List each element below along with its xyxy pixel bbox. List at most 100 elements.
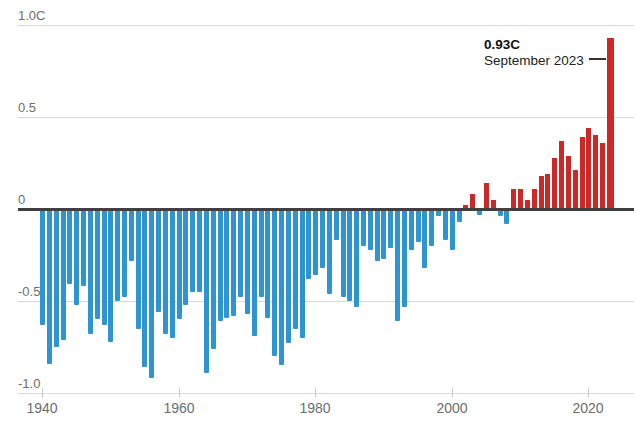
bar-1999[interactable]	[443, 209, 448, 240]
bar-1972[interactable]	[259, 209, 264, 297]
bar-1940[interactable]	[40, 209, 45, 325]
gridline-0.5	[18, 117, 634, 118]
bar-1987[interactable]	[361, 209, 366, 246]
gridline-1.0C	[18, 25, 634, 26]
bar-1995[interactable]	[416, 209, 421, 242]
bar-1967[interactable]	[224, 209, 229, 318]
bar-1990[interactable]	[381, 209, 386, 259]
bar-1954[interactable]	[136, 209, 141, 329]
bar-2016[interactable]	[559, 141, 564, 209]
bar-1947[interactable]	[88, 209, 93, 334]
bar-1970[interactable]	[245, 209, 250, 314]
bar-1953[interactable]	[129, 209, 134, 261]
bar-1957[interactable]	[156, 209, 161, 312]
bar-1994[interactable]	[409, 209, 414, 250]
y-axis-label--1.0: -1.0	[18, 377, 40, 390]
bar-2005[interactable]	[484, 183, 489, 209]
bar-1973[interactable]	[265, 209, 270, 318]
bar-2009[interactable]	[511, 189, 516, 209]
bar-1982[interactable]	[327, 209, 332, 294]
bar-1948[interactable]	[95, 209, 100, 319]
bar-1971[interactable]	[252, 209, 257, 336]
bar-1941[interactable]	[47, 209, 52, 364]
bar-1981[interactable]	[320, 209, 325, 268]
x-axis-label-1960: 1960	[157, 400, 201, 416]
bar-2020[interactable]	[586, 128, 591, 209]
bar-1966[interactable]	[218, 209, 223, 321]
bar-2015[interactable]	[552, 158, 557, 210]
bar-2012[interactable]	[532, 189, 537, 209]
bar-1959[interactable]	[170, 209, 175, 338]
bar-1965[interactable]	[211, 209, 216, 349]
gridline--1.0	[18, 393, 634, 394]
annotation-value: 0.93C	[484, 37, 584, 53]
annotation-connector-line	[589, 58, 606, 60]
bar-1962[interactable]	[190, 209, 195, 292]
bar-2010[interactable]	[518, 189, 523, 209]
x-axis-tick-1980	[315, 388, 316, 398]
temperature-anomaly-bar-chart: 0.93C September 2023 1.0C0.50-0.5-1.0194…	[0, 0, 634, 428]
x-axis-label-2020: 2020	[566, 400, 610, 416]
bar-2023[interactable]	[607, 38, 614, 209]
bar-1945[interactable]	[74, 209, 79, 305]
bar-1991[interactable]	[388, 209, 393, 248]
bar-1960[interactable]	[177, 209, 182, 319]
bar-1985[interactable]	[347, 209, 352, 301]
bar-1949[interactable]	[102, 209, 107, 325]
bar-1989[interactable]	[375, 209, 380, 261]
bar-1943[interactable]	[61, 209, 66, 340]
bar-1979[interactable]	[306, 209, 311, 279]
bar-1975[interactable]	[279, 209, 284, 365]
bar-1963[interactable]	[197, 209, 202, 292]
bar-2017[interactable]	[566, 156, 571, 209]
x-axis-tick-2020	[588, 388, 589, 398]
y-axis-label--0.5: -0.5	[18, 285, 40, 298]
bar-1977[interactable]	[293, 209, 298, 329]
bar-1969[interactable]	[238, 209, 243, 297]
bar-1992[interactable]	[395, 209, 400, 321]
bar-1964[interactable]	[204, 209, 209, 373]
bar-1950[interactable]	[108, 209, 113, 342]
bar-1955[interactable]	[142, 209, 147, 367]
peak-annotation: 0.93C September 2023	[484, 37, 584, 69]
annotation-date: September 2023	[484, 53, 584, 69]
x-axis-label-1980: 1980	[293, 400, 337, 416]
bar-1988[interactable]	[368, 209, 373, 250]
bar-1993[interactable]	[402, 209, 407, 307]
bar-2000[interactable]	[450, 209, 455, 250]
bar-1956[interactable]	[149, 209, 154, 378]
x-axis-tick-2000	[452, 388, 453, 398]
bar-2001[interactable]	[457, 209, 462, 222]
bar-2021[interactable]	[593, 135, 598, 209]
bar-1986[interactable]	[354, 209, 359, 307]
x-axis-tick-1960	[179, 388, 180, 398]
y-axis-label-0: 0	[18, 193, 25, 206]
x-axis-label-2000: 2000	[430, 400, 474, 416]
bar-1951[interactable]	[115, 209, 120, 301]
bar-2014[interactable]	[545, 174, 550, 209]
bar-1984[interactable]	[341, 209, 346, 297]
bar-2019[interactable]	[580, 137, 585, 209]
bar-1978[interactable]	[300, 209, 305, 338]
bar-1980[interactable]	[313, 209, 318, 275]
bar-1976[interactable]	[286, 209, 291, 343]
bar-1997[interactable]	[429, 209, 434, 246]
x-axis-tick-1940	[42, 388, 43, 398]
x-axis-label-1940: 1940	[20, 400, 64, 416]
bar-1974[interactable]	[272, 209, 277, 356]
bar-1968[interactable]	[231, 209, 236, 316]
bar-1944[interactable]	[67, 209, 72, 284]
bar-2013[interactable]	[539, 176, 544, 209]
bar-1961[interactable]	[183, 209, 188, 305]
y-axis-label-0.5: 0.5	[18, 101, 36, 114]
bar-2018[interactable]	[573, 170, 578, 209]
bar-1983[interactable]	[334, 209, 339, 240]
bar-1952[interactable]	[122, 209, 127, 297]
bar-1942[interactable]	[54, 209, 59, 347]
bar-1946[interactable]	[81, 209, 86, 286]
bar-2008[interactable]	[504, 209, 509, 224]
bar-2022[interactable]	[600, 143, 605, 209]
bar-1958[interactable]	[163, 209, 168, 334]
zero-baseline	[18, 208, 634, 211]
bar-1996[interactable]	[422, 209, 427, 268]
